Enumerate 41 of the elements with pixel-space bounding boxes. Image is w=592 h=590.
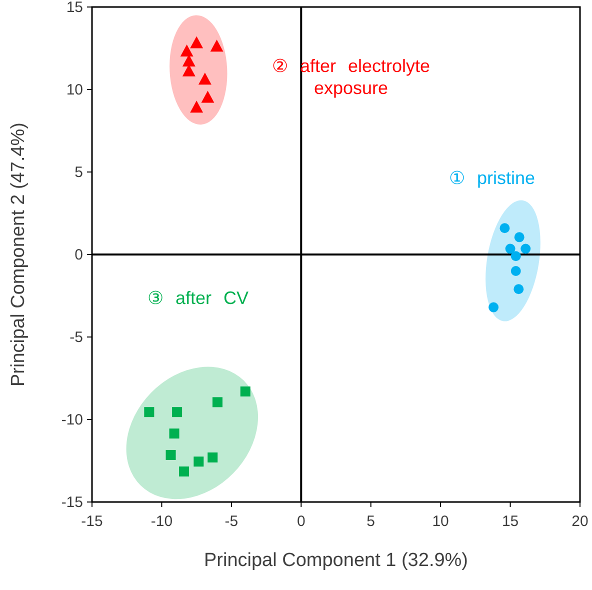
x-axis-title: Principal Component 1 (32.9%)	[204, 550, 468, 571]
point	[190, 100, 204, 113]
point	[179, 466, 190, 476]
point	[488, 302, 499, 312]
y-tick-label: -15	[61, 494, 83, 511]
point	[212, 397, 222, 408]
point	[198, 72, 212, 85]
x-tick-label: 0	[296, 513, 306, 530]
point	[500, 223, 510, 234]
y-tick-label: 15	[66, 0, 83, 16]
point	[514, 232, 524, 242]
point	[510, 266, 521, 276]
y-tick-label: -5	[70, 329, 83, 346]
point	[208, 452, 218, 462]
point	[144, 407, 154, 418]
y-tick-label: 0	[74, 246, 83, 264]
point	[240, 386, 250, 396]
x-tick-label: 10	[432, 513, 449, 530]
point	[190, 36, 204, 48]
point	[514, 284, 524, 294]
text: ① pristine	[448, 168, 536, 188]
point	[180, 44, 194, 57]
point	[201, 90, 214, 103]
point	[169, 428, 180, 439]
point	[172, 407, 182, 418]
y-axis-title: Principal Component 2 (47.4%)	[8, 122, 29, 387]
x-tick-label: -5	[224, 513, 238, 530]
point	[520, 244, 531, 254]
x-tick-label: 15	[502, 513, 519, 530]
y-tick-label: -10	[61, 412, 83, 428]
y-tick-label: 5	[74, 164, 83, 181]
x-tick-label: -10	[150, 513, 173, 530]
y-tick-label: 10	[66, 82, 83, 98]
point	[510, 251, 521, 262]
text: ③ after CV	[147, 288, 249, 308]
x-tick-label: 5	[366, 513, 376, 530]
x-tick-label: 20	[572, 513, 588, 530]
point	[505, 244, 516, 254]
point	[166, 450, 176, 460]
point	[210, 40, 224, 52]
point	[194, 456, 204, 467]
